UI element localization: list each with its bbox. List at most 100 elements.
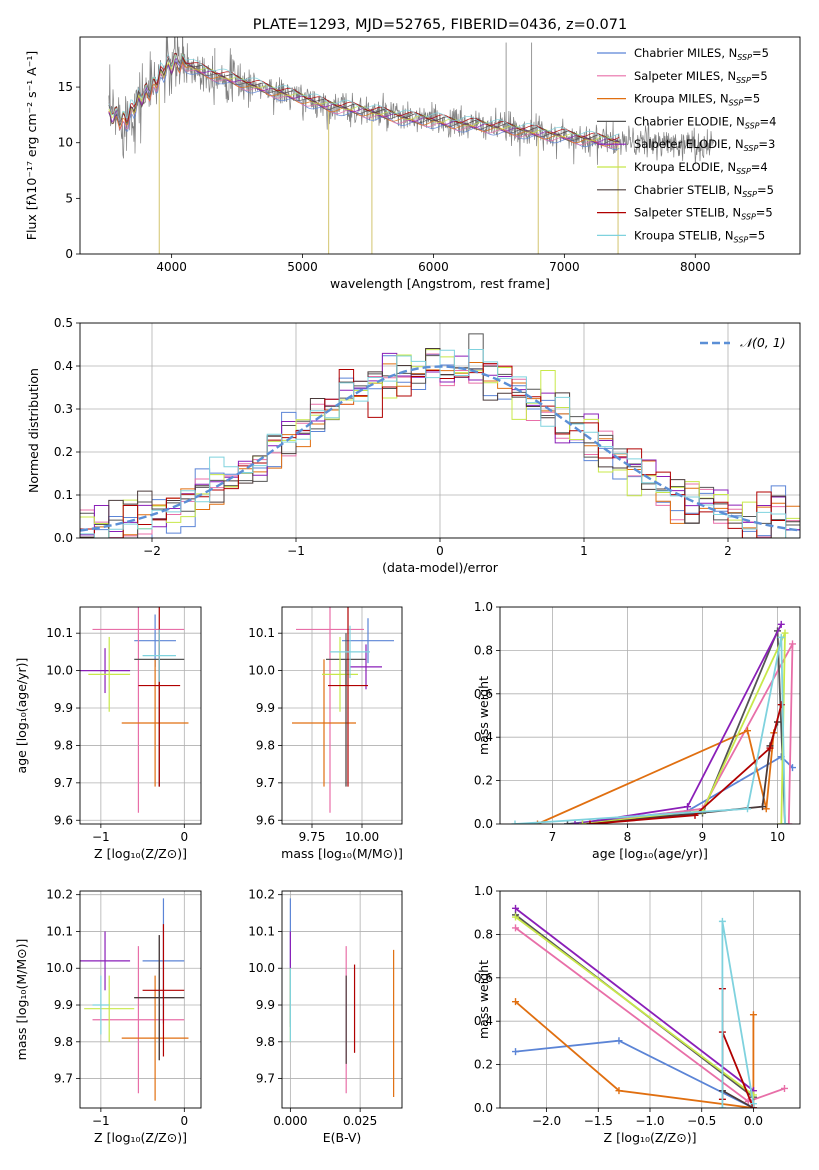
weight-line: [514, 637, 786, 824]
axes-frame: [79, 890, 202, 1109]
legend-suffix: =5: [757, 183, 774, 197]
y-tick-label: 0.6: [474, 687, 493, 701]
plot-area: [108, 37, 714, 254]
weight-line: [721, 1089, 754, 1108]
y-tick-label: 10.2: [248, 888, 275, 902]
plot-area: [80, 607, 201, 824]
x-tick-label: 6000: [418, 260, 449, 274]
weight-line: [515, 1039, 754, 1108]
weight-line: [514, 907, 754, 1092]
weight-marker: [615, 1087, 623, 1095]
histogram: [80, 348, 800, 538]
weight-marker: [579, 820, 586, 824]
y-tick-label: 0.8: [474, 927, 493, 941]
legend-name: Chabrier STELIB, N: [634, 183, 742, 197]
weight-marker: [512, 998, 520, 1006]
y-tick-label: 0.0: [474, 1101, 493, 1115]
legend-entry: Kroupa STELIB, NSSP=5: [634, 228, 765, 244]
x-tick-label: 0: [180, 830, 188, 844]
y-tick-label: 0.4: [474, 1014, 493, 1028]
y-tick-label: 0.3: [54, 402, 73, 416]
legend-name: Kroupa ELODIE, N: [634, 160, 736, 174]
legend-suffix: =3: [758, 137, 775, 151]
y-axis-label: age [log₁₀(age/yr)]: [14, 658, 29, 774]
legend-sub: SSP: [744, 144, 759, 153]
y-tick-label: 10.0: [248, 961, 275, 975]
y-tick-label: 10: [58, 136, 73, 150]
x-tick-label: −2.0: [532, 1114, 561, 1128]
axes-frame: [79, 322, 801, 539]
legend-entry: Salpeter STELIB, NSSP=5: [634, 206, 773, 222]
legend-name: Chabrier MILES, N: [634, 46, 737, 60]
weight-marker: [511, 820, 519, 824]
weight-line: [514, 1001, 755, 1108]
weight-marker: [777, 620, 785, 628]
legend-sub: SSP: [734, 235, 749, 244]
weight-marker: [759, 803, 766, 811]
weight-marker: [762, 805, 770, 813]
y-tick-label: 10.0: [46, 664, 73, 678]
y-tick-label: 10.0: [248, 664, 275, 678]
legend-suffix: =5: [756, 206, 773, 220]
legend-suffix: =5: [748, 228, 765, 242]
legend-name: Salpeter STELIB, N: [634, 206, 741, 220]
x-tick-label: 9: [699, 830, 707, 844]
x-tick-label: 8: [624, 830, 632, 844]
weight-marker: [718, 917, 726, 925]
weight-marker: [512, 1048, 520, 1056]
y-tick-label: 9.7: [54, 1072, 73, 1086]
y-tick-label: 0.2: [54, 445, 73, 459]
x-tick-label: −1: [92, 1114, 110, 1128]
model-spectrum: [108, 53, 620, 144]
legend-suffix: =5: [751, 69, 768, 83]
y-tick-label: 15: [58, 80, 73, 94]
legend-sub: SSP: [736, 167, 751, 176]
normal-curve: [80, 365, 800, 532]
weight-marker: [571, 820, 579, 824]
y-tick-label: 0: [65, 247, 73, 261]
panel-8: −2.0 −1.5 −1.0 −0.5 0.0 0.0 0.2 0.4 0.6 0.8 1.0 Z […: [474, 884, 801, 1145]
legend-name: Kroupa STELIB, N: [634, 228, 734, 242]
weight-marker: [512, 904, 520, 912]
panel-7: 0.000 0.025 9.7 9.8 9.9 10.0 10.1 10.2 E(B-V): [248, 888, 403, 1145]
x-tick-label: 4000: [156, 260, 187, 274]
weight-marker: [781, 629, 789, 637]
x-tick-label: 7000: [549, 260, 580, 274]
y-axis-label: mass [log₁₀(M/M⊙)]: [14, 939, 29, 1061]
x-tick-label: 10.00: [345, 830, 379, 844]
legend-name: Kroupa MILES, N: [634, 92, 729, 106]
weight-marker: [749, 1011, 757, 1019]
weight-marker: [744, 727, 751, 735]
legend-sub: SSP: [729, 99, 744, 108]
x-tick-label: 8000: [680, 260, 711, 274]
axes-frame: [281, 890, 403, 1109]
x-tick-label: 1: [580, 544, 588, 558]
plot-area: [282, 891, 402, 1108]
y-tick-label: 9.8: [54, 738, 73, 752]
legend-entry: Salpeter MILES, NSSP=5: [634, 69, 768, 85]
y-tick-label: 0.2: [474, 774, 493, 788]
y-tick-label: 9.7: [54, 776, 73, 790]
legend-suffix: =5: [743, 92, 760, 106]
weight-marker: [780, 1084, 788, 1092]
plot-area: [80, 891, 201, 1108]
legend-suffix: =4: [751, 160, 768, 174]
y-tick-label: 9.6: [256, 813, 275, 827]
x-tick-label: −2: [143, 544, 161, 558]
axes-frame: [79, 606, 202, 825]
weight-line: [721, 921, 755, 1108]
y-tick-label: 0.4: [474, 730, 493, 744]
weight-marker: [749, 1100, 757, 1108]
weight-marker: [766, 744, 774, 752]
y-tick-label: 9.8: [256, 1035, 275, 1049]
model-spectrum: [108, 53, 620, 139]
legend-entry: Kroupa MILES, NSSP=5: [634, 92, 760, 108]
y-tick-label: 9.8: [54, 1035, 73, 1049]
legend-sub: SSP: [736, 76, 751, 85]
legend-sub: SSP: [742, 190, 757, 199]
legend-sub: SSP: [741, 213, 756, 222]
y-tick-label: 0.8: [474, 643, 493, 657]
x-tick-label: −1.0: [635, 1114, 664, 1128]
x-tick-label: −1: [287, 544, 305, 558]
